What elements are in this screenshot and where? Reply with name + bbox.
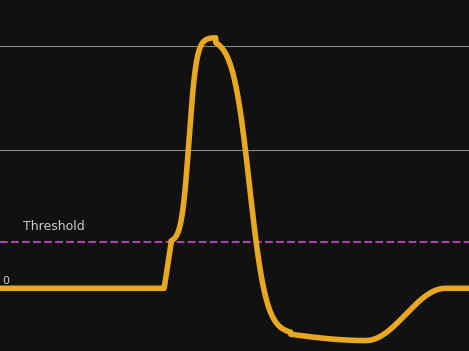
Text: Threshold: Threshold [23, 220, 85, 233]
Text: 0: 0 [2, 276, 9, 286]
